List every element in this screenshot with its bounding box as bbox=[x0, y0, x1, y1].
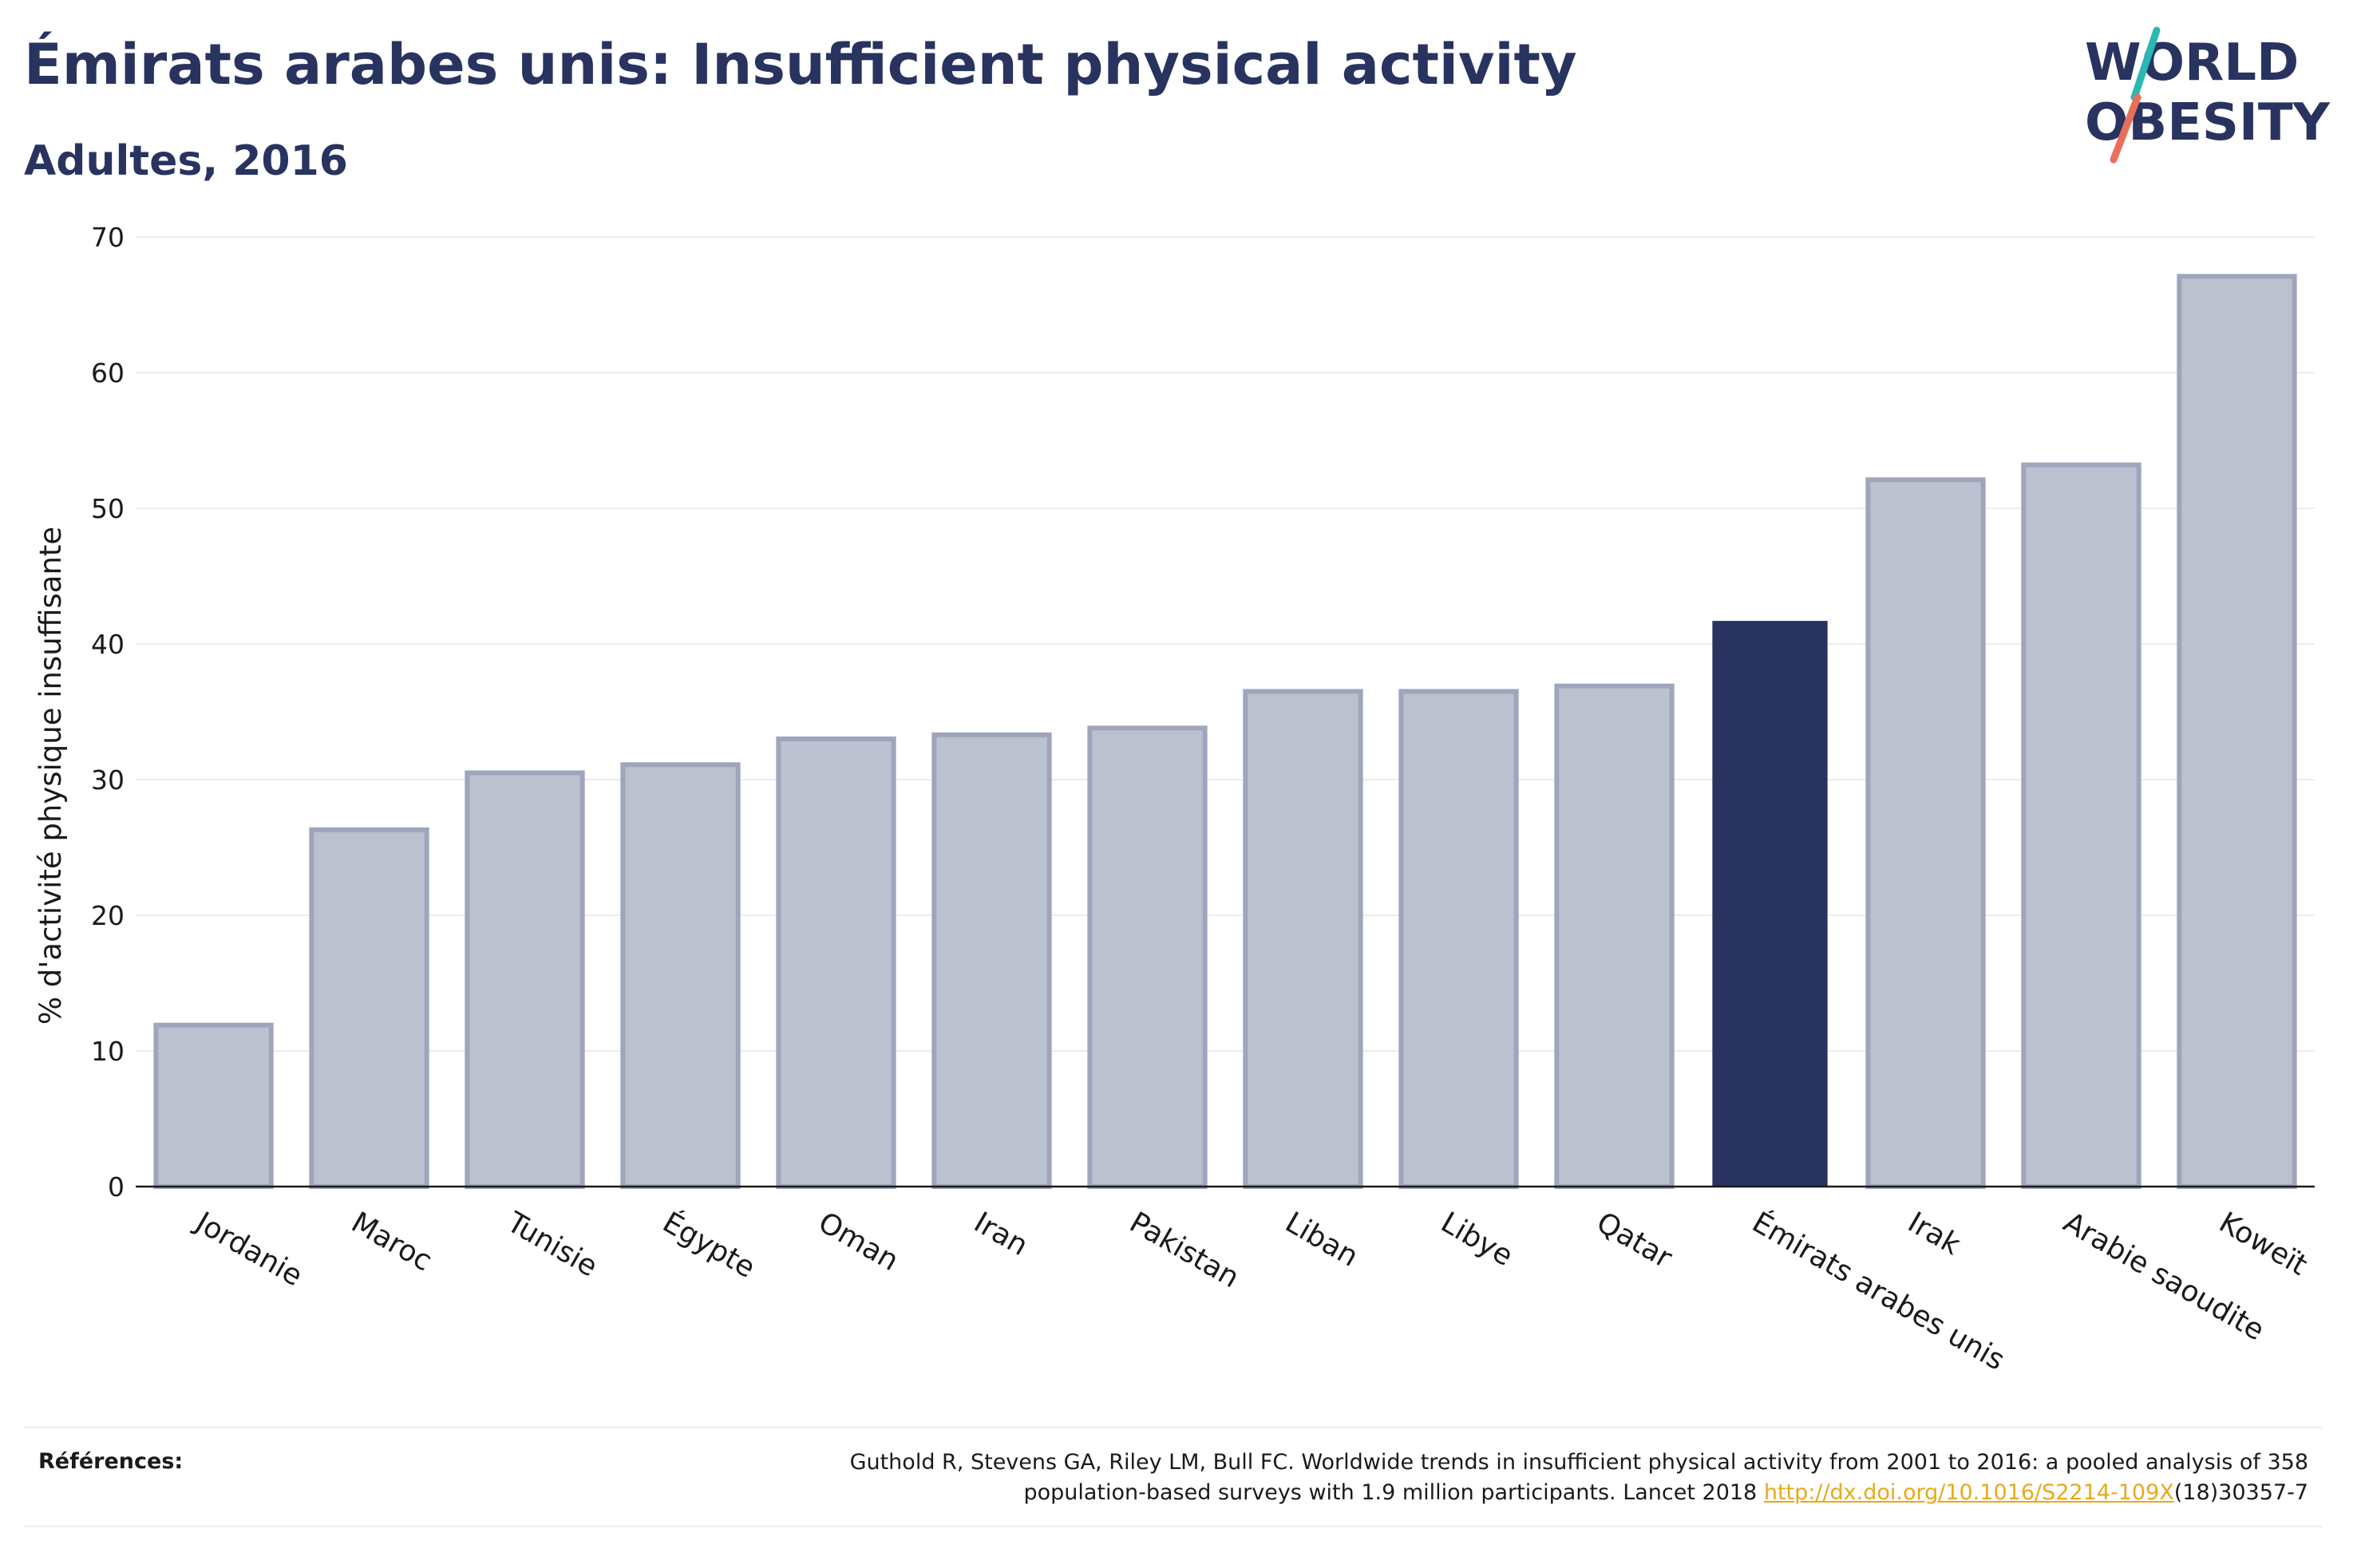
reference-doi-link[interactable]: http://dx.doi.org/10.1016/S2214-109X bbox=[1763, 1480, 2174, 1505]
bar-libye bbox=[1398, 689, 1519, 1189]
y-tick-label: 0 bbox=[108, 1171, 125, 1203]
y-axis-label: % d'activité physique insuffisante bbox=[34, 527, 68, 1025]
reference-line2-suffix: (18)30357-7 bbox=[2173, 1480, 2308, 1505]
bar-maroc bbox=[309, 827, 429, 1190]
y-tick-label: 30 bbox=[91, 764, 125, 796]
bar-irak bbox=[1865, 477, 1986, 1189]
y-tick-label: 70 bbox=[91, 222, 125, 253]
references-label: Références: bbox=[38, 1449, 184, 1474]
references-footer: Références: Guthold R, Stevens GA, Riley… bbox=[24, 1427, 2323, 1527]
x-tick-label: Oman bbox=[813, 1206, 904, 1278]
y-tick-label: 20 bbox=[91, 900, 125, 931]
bar-kowe-t bbox=[2177, 274, 2297, 1189]
x-tick-label: Qatar bbox=[1591, 1206, 1677, 1274]
x-tick-label: Maroc bbox=[346, 1206, 437, 1278]
bar-iran bbox=[931, 732, 1052, 1189]
x-tick-label: Émirats arabes unis bbox=[1746, 1206, 2011, 1377]
x-tick-label: Liban bbox=[1279, 1206, 1363, 1273]
bars bbox=[153, 274, 2297, 1190]
reference-line2-prefix: population-based surveys with 1.9 millio… bbox=[1023, 1480, 1764, 1505]
gridlines bbox=[136, 236, 2315, 1052]
x-tick-label: Jordanie bbox=[188, 1205, 307, 1293]
bar-pakistan bbox=[1087, 725, 1208, 1189]
reference-line1: Guthold R, Stevens GA, Riley LM, Bull FC… bbox=[849, 1450, 2308, 1475]
reference-citation: Guthold R, Stevens GA, Riley LM, Bull FC… bbox=[473, 1448, 2308, 1508]
logo-line1: WORLD bbox=[2085, 34, 2299, 93]
bar-arabie-saoudite bbox=[2021, 462, 2142, 1189]
bar--mirats-arabes-unis bbox=[1712, 621, 1828, 1187]
bar-jordanie bbox=[153, 1022, 274, 1189]
chart-subtitle: Adultes, 2016 bbox=[24, 137, 348, 185]
bar-chart: 0 10 20 30 40 50 60 70 Jordanie Maroc Tunisie Égypt… bbox=[34, 222, 2315, 1377]
bar-tunisie bbox=[465, 770, 585, 1189]
x-tick-label: Égypte bbox=[657, 1206, 761, 1285]
bar--gypte bbox=[620, 762, 741, 1189]
bar-oman bbox=[776, 737, 896, 1189]
bar-qatar bbox=[1554, 683, 1675, 1189]
x-tick-label: Iran bbox=[968, 1206, 1033, 1262]
x-tick-label: Koweït bbox=[2213, 1206, 2312, 1282]
y-tick-label: 40 bbox=[91, 629, 125, 660]
chart-title: Émirats arabes unis: Insufficient physic… bbox=[24, 32, 1577, 97]
x-tick-label: Libye bbox=[1435, 1206, 1518, 1273]
bar-liban bbox=[1243, 689, 1363, 1189]
y-tick-label: 10 bbox=[91, 1036, 125, 1067]
logo-slash-teal-icon bbox=[2130, 26, 2161, 101]
x-tick-label: Pakistan bbox=[1124, 1206, 1244, 1294]
x-tick-label: Irak bbox=[1902, 1206, 1966, 1262]
y-tick-label: 50 bbox=[91, 493, 125, 524]
y-tick-label: 60 bbox=[91, 357, 125, 389]
logo-slash-coral-icon bbox=[2110, 93, 2142, 164]
x-tick-label: Tunisie bbox=[500, 1206, 603, 1284]
world-obesity-logo: WORLD OBESITY bbox=[2085, 26, 2330, 164]
